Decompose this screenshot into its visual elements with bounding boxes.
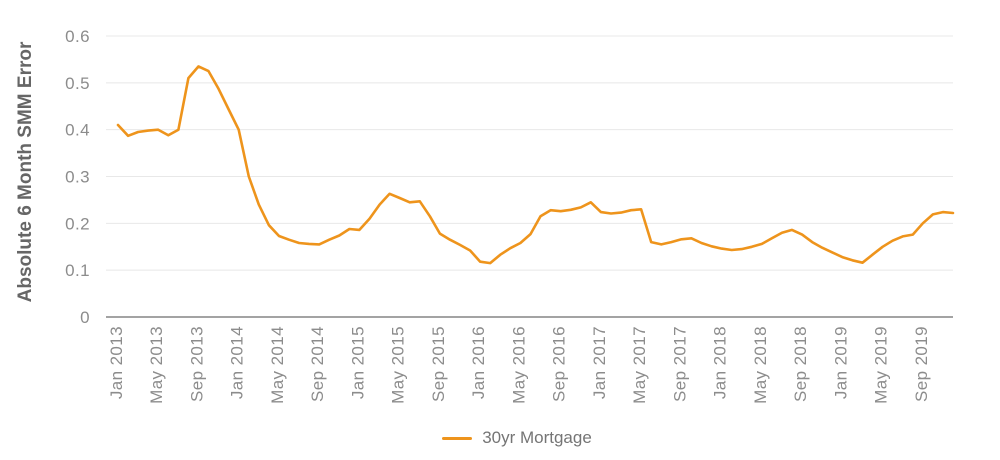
x-tick-label: May 2019 — [872, 326, 891, 404]
legend-label: 30yr Mortgage — [482, 428, 592, 447]
x-tick-label: Sep 2018 — [791, 326, 810, 402]
y-tick-labels: 0 0.1 0.2 0.3 0.4 0.5 0.6 — [65, 27, 90, 327]
y-tick-label: 0.4 — [65, 121, 90, 140]
series-line-30yr-mortgage — [116, 65, 955, 265]
y-tick-label: 0.5 — [65, 74, 90, 93]
x-tick-label: May 2013 — [147, 326, 166, 404]
legend[interactable]: 30yr Mortgage — [0, 428, 1000, 448]
x-tick-label: Sep 2016 — [550, 326, 569, 402]
x-tick-label: May 2018 — [751, 326, 770, 404]
x-tick-label: Sep 2014 — [308, 326, 327, 402]
y-tick-label: 0.6 — [65, 27, 90, 46]
y-tick-label: 0.1 — [65, 261, 90, 280]
y-tick-label: 0.2 — [65, 214, 90, 233]
y-tick-label: 0 — [80, 308, 90, 327]
x-tick-label: Jan 2017 — [590, 326, 609, 399]
x-tick-label: Sep 2019 — [912, 326, 931, 402]
gridlines-layer — [106, 35, 953, 318]
x-tick-label: Jan 2013 — [107, 326, 126, 399]
x-tick-label: Jan 2014 — [228, 326, 247, 399]
x-tick-labels: Jan 2013 May 2013 Sep 2013 Jan 2014 May 2014… — [107, 326, 931, 404]
x-tick-label: Sep 2013 — [187, 326, 206, 402]
y-tick-label: 0.3 — [65, 168, 90, 187]
x-tick-label: Jan 2016 — [469, 326, 488, 399]
y-axis-title: Absolute 6 Month SMM Error — [15, 41, 36, 302]
x-tick-label: Jan 2015 — [348, 326, 367, 399]
x-tick-label: May 2016 — [509, 326, 528, 404]
line-chart-svg: 0 0.1 0.2 0.3 0.4 0.5 0.6 Jan 2013 May 2013 Sep … — [15, 27, 955, 404]
x-tick-label: May 2014 — [268, 326, 287, 404]
x-tick-label: Sep 2017 — [670, 326, 689, 402]
x-tick-label: May 2017 — [630, 326, 649, 404]
x-tick-label: May 2015 — [389, 326, 408, 404]
x-tick-label: Jan 2018 — [711, 326, 730, 399]
series-layer — [116, 65, 955, 265]
legend-line-swatch — [442, 436, 473, 440]
x-tick-label: Jan 2019 — [831, 326, 850, 399]
x-tick-label: Sep 2015 — [429, 326, 448, 402]
